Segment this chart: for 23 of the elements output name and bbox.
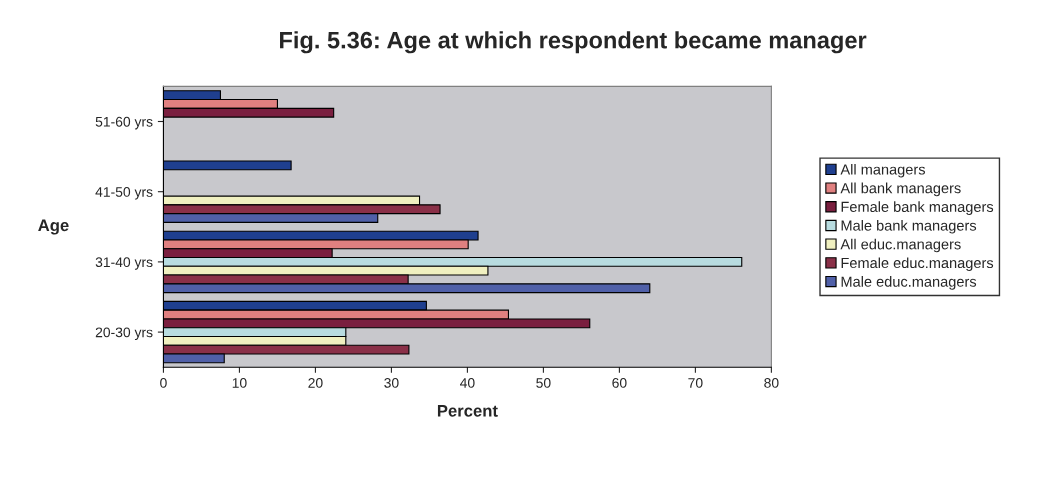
legend-label: Male educ.managers: [841, 276, 977, 290]
x-tick-label: 0: [160, 377, 167, 388]
legend-label: All educ.managers: [840, 238, 961, 253]
y-tick-label: 20-30 yrs: [95, 327, 153, 341]
y-axis-title: Age: [38, 219, 69, 235]
x-tick-label: 60: [612, 377, 627, 388]
x-tick-label: 20: [308, 377, 323, 388]
legend-label: Female bank managers: [841, 201, 994, 215]
y-tick-label: 51-60 yrs: [95, 116, 153, 130]
x-tick-label: 10: [232, 377, 247, 388]
legend-label: All managers: [840, 163, 926, 178]
legend-label: Male bank managers: [841, 220, 977, 234]
legend-label: All bank managers: [840, 182, 961, 197]
x-tick-label: 80: [764, 377, 779, 388]
x-tick-label: 70: [688, 377, 703, 388]
x-tick-label: 30: [384, 377, 399, 388]
x-tick-label: 50: [536, 377, 551, 388]
y-tick-label: 41-50 yrs: [95, 187, 153, 200]
legend-label: Female educ.managers: [841, 257, 994, 271]
y-tick-label: 31-40 yrs: [95, 257, 153, 270]
x-axis-title: Percent: [437, 405, 498, 417]
chart-title: Fig. 5.36: Age at which respondent became manager: [280, 31, 867, 54]
x-tick-label: 40: [460, 377, 475, 388]
